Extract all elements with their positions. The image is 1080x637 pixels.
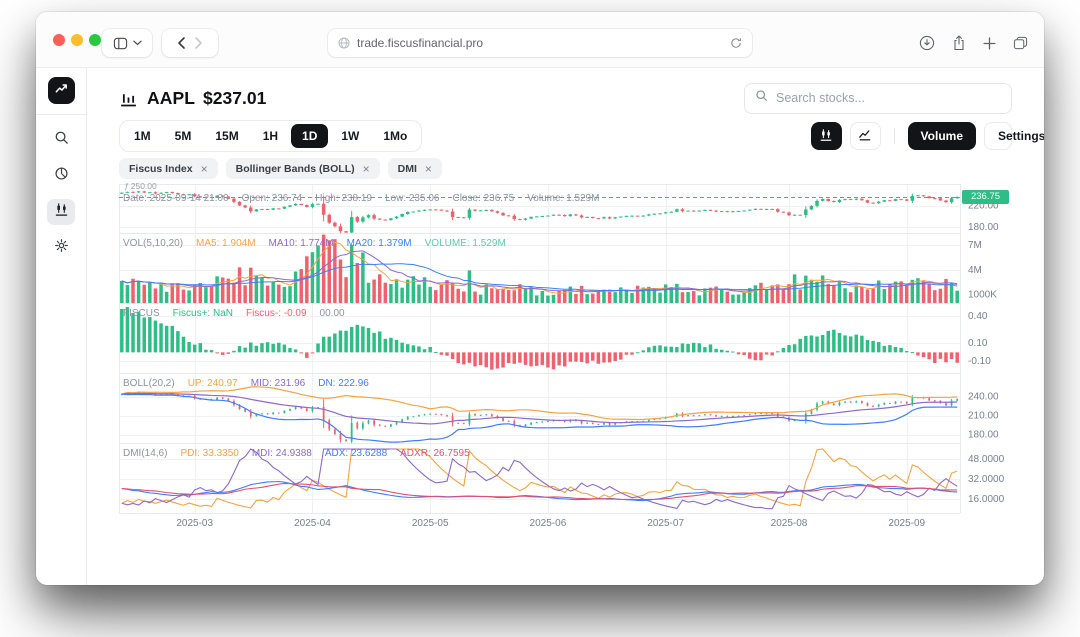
search-input[interactable] <box>776 91 1001 105</box>
timeframe-1w[interactable]: 1W <box>330 124 370 148</box>
downloads-icon[interactable] <box>919 35 935 51</box>
sidebar-item-settings[interactable] <box>47 235 75 261</box>
search-icon <box>755 89 768 107</box>
timeframe-group: 1M 5M 15M 1H 1D 1W 1Mo <box>119 120 423 152</box>
tab-overview-icon[interactable] <box>1013 36 1028 50</box>
chevron-down-icon <box>132 40 142 46</box>
indicator-chip[interactable]: DMI × <box>387 158 442 179</box>
zoom-window-button[interactable] <box>89 34 101 46</box>
candlestick-chart-icon <box>819 128 833 145</box>
ticker-header: AAPL $237.01 <box>119 82 1012 114</box>
browser-window: trade.fiscusfinancial.pro <box>36 12 1044 585</box>
controls-divider <box>893 128 895 144</box>
timeframe-5m[interactable]: 5M <box>164 124 203 148</box>
pie-chart-icon <box>54 166 69 186</box>
timeframe-15m[interactable]: 15M <box>204 124 249 148</box>
volume-toggle-button[interactable]: Volume <box>907 122 976 150</box>
gear-icon <box>54 238 69 258</box>
sidebar-item-search[interactable] <box>47 127 75 153</box>
minimize-window-button[interactable] <box>71 34 83 46</box>
chart-canvas[interactable] <box>119 184 1012 531</box>
flag-icon: ƒ <box>124 181 129 191</box>
indicator-chips: Fiscus Index × Bollinger Bands (BOLL) × DMI × <box>119 158 1012 179</box>
new-tab-icon[interactable] <box>983 36 996 50</box>
chart-area: Date: 2025-09-14 21:00 Open: 236.74 High: … <box>119 181 1012 531</box>
chip-remove-icon[interactable]: × <box>424 161 432 176</box>
forward-button[interactable] <box>195 37 203 49</box>
timeframe-1h[interactable]: 1H <box>252 124 289 148</box>
chip-remove-icon[interactable]: × <box>362 161 370 176</box>
chip-remove-icon[interactable]: × <box>200 161 208 176</box>
sidebar-item-charts[interactable] <box>47 199 75 225</box>
share-icon[interactable] <box>952 35 966 51</box>
indicator-chip[interactable]: Bollinger Bands (BOLL) × <box>225 158 380 179</box>
bar-chart-icon <box>119 89 138 108</box>
chart-controls: 1M 5M 15M 1H 1D 1W 1Mo V <box>119 120 1044 152</box>
chart-type-candles-button[interactable] <box>810 122 842 150</box>
reload-icon[interactable] <box>730 37 742 49</box>
close-window-button[interactable] <box>53 34 65 46</box>
globe-icon <box>338 37 350 49</box>
search-icon <box>54 130 69 150</box>
app-sidebar <box>36 68 87 585</box>
traffic-lights <box>53 34 101 46</box>
candlestick-chart-icon <box>54 202 69 222</box>
price-alert-value: 250.00 <box>130 181 157 191</box>
sidebar-divider <box>36 114 86 115</box>
url-text: trade.fiscusfinancial.pro <box>357 36 484 50</box>
app-logo[interactable] <box>47 77 75 104</box>
ticker-price: $237.01 <box>203 87 267 108</box>
trend-up-icon <box>54 81 69 101</box>
line-chart-icon <box>858 128 872 145</box>
browser-toolbar: trade.fiscusfinancial.pro <box>36 12 1044 68</box>
price-alert-marker: ƒ 250.00 <box>124 181 157 191</box>
chip-label: Fiscus Index <box>129 162 193 175</box>
chip-label: DMI <box>397 162 417 175</box>
timeframe-1d[interactable]: 1D <box>291 124 329 148</box>
sidebar-item-portfolio[interactable] <box>47 163 75 189</box>
controls-right: Volume Settings <box>810 122 1044 150</box>
settings-button[interactable]: Settings <box>984 122 1044 150</box>
sidebar-toggle-button[interactable] <box>102 29 152 57</box>
sidebar-panel-icon <box>113 36 128 51</box>
address-bar[interactable]: trade.fiscusfinancial.pro <box>328 29 752 57</box>
ticker-symbol: AAPL <box>147 87 196 108</box>
stock-search-box <box>744 82 1012 114</box>
nav-buttons <box>162 29 218 57</box>
last-price-badge: 236.75 <box>962 189 1009 204</box>
indicator-chip[interactable]: Fiscus Index × <box>119 158 218 179</box>
toolbar-right <box>919 29 1028 57</box>
back-button[interactable] <box>177 37 185 49</box>
timeframe-1mo[interactable]: 1Mo <box>372 124 418 148</box>
chart-type-line-button[interactable] <box>849 122 881 150</box>
chip-label: Bollinger Bands (BOLL) <box>235 162 355 175</box>
timeframe-1m[interactable]: 1M <box>123 124 162 148</box>
